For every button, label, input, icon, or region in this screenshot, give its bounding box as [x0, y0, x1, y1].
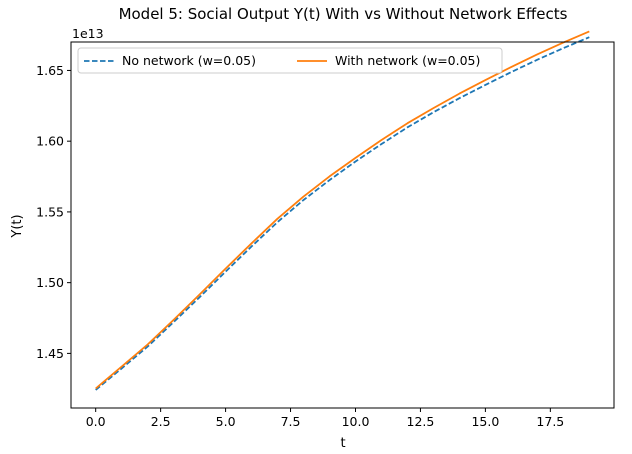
axes-frame [70, 41, 615, 409]
x-tick-label-6: 15.0 [471, 414, 499, 429]
x-tick-label-7: 17.5 [536, 414, 564, 429]
x-axis-label: t [340, 436, 345, 451]
x-tick-label-4: 10.0 [342, 414, 370, 429]
legend-label-no-network: No network (w=0.05) [122, 53, 256, 68]
x-tick-label-2: 5.0 [216, 414, 236, 429]
series-line-0 [95, 36, 590, 391]
y-tick-label-3: 1.60 [36, 134, 64, 149]
series-line-1 [95, 30, 590, 390]
x-tick-label-5: 12.5 [407, 414, 435, 429]
chart-title: Model 5: Social Output Y(t) With vs With… [119, 5, 568, 23]
x-tick-label-1: 2.5 [151, 414, 171, 429]
legend-label-with-network: With network (w=0.05) [335, 53, 480, 68]
plot-area: 0.0 2.5 5.0 7.5 10.0 12.5 15.0 17.5 1.45 1.50 1.55… [36, 30, 615, 429]
y-offset-label: 1e13 [72, 26, 104, 41]
x-tick-label-3: 7.5 [281, 414, 301, 429]
y-axis-label: Y(t) [10, 214, 25, 238]
y-tick-label-1: 1.50 [36, 275, 64, 290]
legend-frame [77, 47, 503, 74]
y-tick-label-0: 1.45 [36, 346, 64, 361]
x-tick-label-0: 0.0 [86, 414, 106, 429]
y-tick-label-2: 1.55 [36, 204, 64, 219]
y-tick-label-4: 1.65 [36, 63, 64, 78]
legend: No network (w=0.05) With network (w=0.05… [77, 47, 503, 74]
